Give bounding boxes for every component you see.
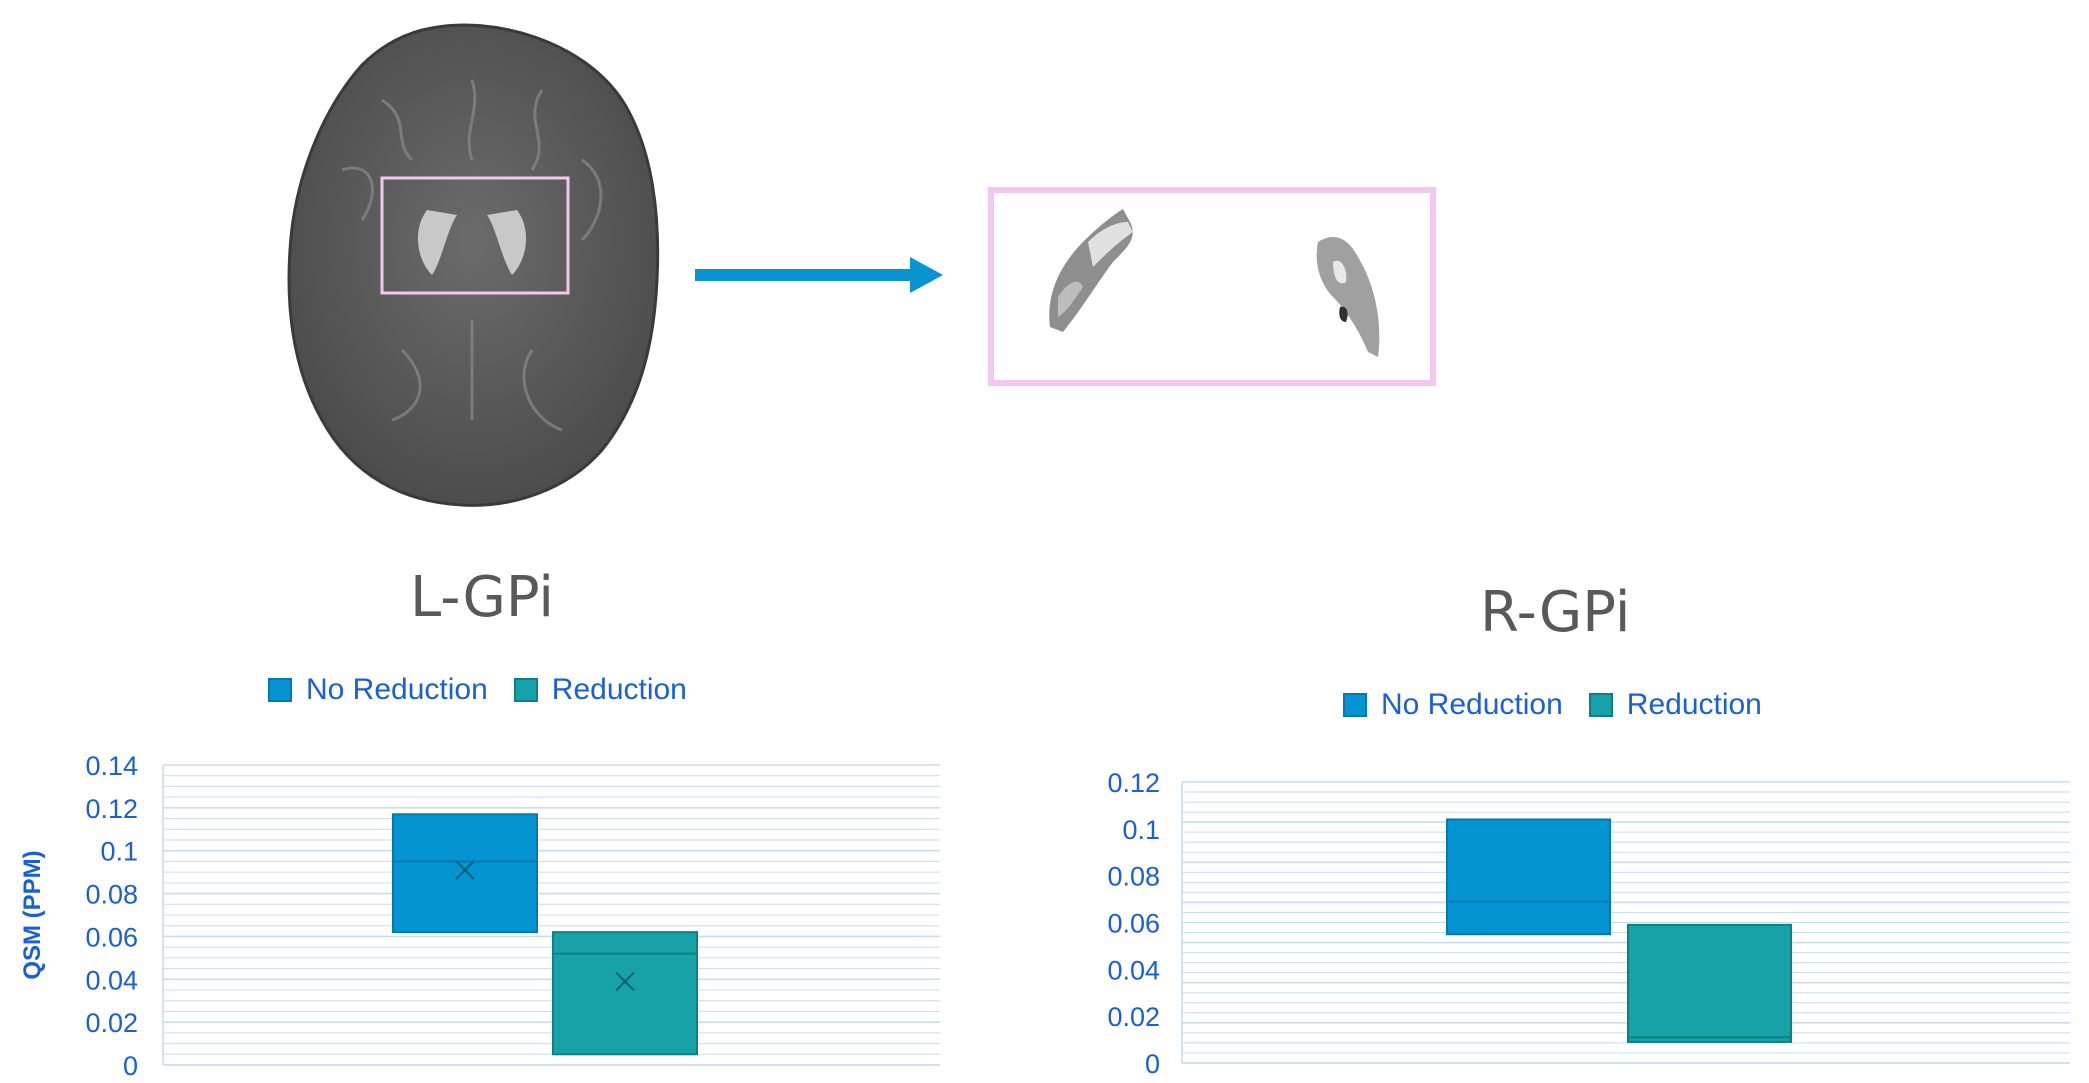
y-tick-label: 0.12 xyxy=(1107,768,1160,798)
box-no-reduction xyxy=(392,813,538,934)
legend-left: No Reduction Reduction xyxy=(268,673,713,707)
roi-zoom-panel xyxy=(988,187,1436,386)
y-tick-label: 0.08 xyxy=(85,880,138,910)
chart-title-left: L-GPi xyxy=(410,565,554,630)
legend-label-reduction: Reduction xyxy=(551,673,687,706)
legend-item-no-reduction: No Reduction xyxy=(268,673,488,707)
legend-swatch-reduction xyxy=(1588,693,1613,717)
mean-marker xyxy=(455,860,475,880)
left-gpi-segment xyxy=(1049,209,1133,332)
y-tick-label: 0.06 xyxy=(1107,909,1160,939)
box-reduction xyxy=(552,931,698,1056)
arrow-head xyxy=(910,257,943,293)
y-tick-label: 0.08 xyxy=(1107,862,1160,892)
legend-label-no-reduction: No Reduction xyxy=(1381,688,1563,721)
y-tick-label: 0.02 xyxy=(85,1008,138,1038)
y-tick-label: 0 xyxy=(1145,1049,1160,1079)
y-tick-label: 0.02 xyxy=(1107,1002,1160,1032)
legend-right: No Reduction Reduction xyxy=(1343,688,1788,722)
right-arrow-icon xyxy=(695,257,943,293)
mean-marker xyxy=(615,971,635,992)
y-tick-label: 0.04 xyxy=(1107,955,1160,985)
arrow-shaft xyxy=(695,269,915,281)
chart-title-right: R-GPi xyxy=(1480,580,1631,645)
y-axis-label: QSM (PPM) xyxy=(19,850,46,979)
y-tick-label: 0 xyxy=(123,1051,138,1081)
box-reduction xyxy=(1627,923,1792,1043)
y-tick-label: 0.1 xyxy=(100,837,138,867)
brain-mri-image xyxy=(287,23,660,507)
box-no-reduction xyxy=(1446,818,1611,936)
legend-item-no-reduction: No Reduction xyxy=(1343,688,1563,722)
legend-swatch-no-reduction xyxy=(1343,693,1367,717)
legend-swatch-no-reduction xyxy=(268,678,292,702)
y-tick-label: 0.06 xyxy=(85,922,138,952)
legend-item-reduction: Reduction xyxy=(1588,688,1762,722)
legend-label-no-reduction: No Reduction xyxy=(306,673,488,706)
y-tick-label: 0.1 xyxy=(1122,815,1160,845)
y-tick-label: 0.14 xyxy=(85,751,138,781)
legend-label-reduction: Reduction xyxy=(1626,688,1762,721)
legend-swatch-reduction xyxy=(513,678,538,702)
legend-item-reduction: Reduction xyxy=(513,673,687,707)
right-gpi-segment xyxy=(1316,237,1380,357)
y-tick-label: 0.04 xyxy=(85,965,138,995)
y-tick-label: 0.12 xyxy=(85,794,138,824)
